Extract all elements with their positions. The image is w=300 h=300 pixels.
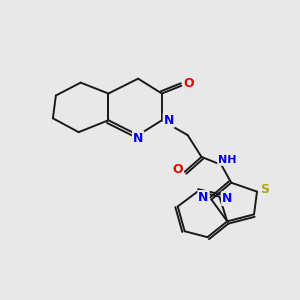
Text: N: N	[222, 192, 232, 205]
Text: NH: NH	[218, 155, 236, 165]
Text: N: N	[198, 191, 209, 204]
Text: O: O	[183, 77, 194, 90]
Text: S: S	[260, 183, 269, 196]
Text: N: N	[133, 132, 143, 145]
Text: O: O	[172, 163, 183, 176]
Text: N: N	[164, 114, 174, 127]
